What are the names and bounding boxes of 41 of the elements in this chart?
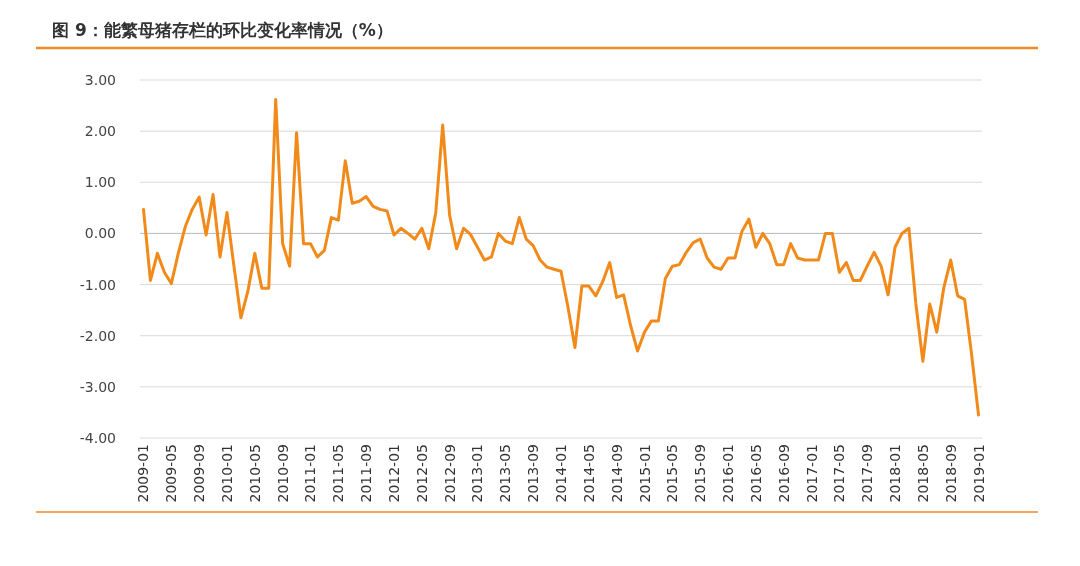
x-tick-label: 2014-01 <box>553 444 569 503</box>
x-tick-label: 2015-09 <box>692 444 709 503</box>
y-tick-label: -2.00 <box>79 327 116 344</box>
x-tick-label: 2016-05 <box>747 444 764 503</box>
chart-title: 图 9：能繁母猪存栏的环比变化率情况（%） <box>52 20 393 40</box>
y-tick-label: 3.00 <box>84 72 116 88</box>
x-tick-label: 2014-05 <box>580 444 597 503</box>
y-tick-label: -4.00 <box>79 430 116 446</box>
x-tick-label: 2017-09 <box>859 444 876 503</box>
x-tick-label: 2011-09 <box>358 444 375 503</box>
y-tick-label: -3.00 <box>79 378 116 395</box>
y-tick-label: 1.00 <box>84 174 116 191</box>
x-tick-label: 2018-09 <box>942 444 959 503</box>
x-tick-label: 2014-09 <box>608 444 625 503</box>
x-tick-label: 2009-09 <box>191 444 208 503</box>
x-tick-label: 2013-09 <box>525 444 542 503</box>
y-tick-label: 2.00 <box>84 123 116 140</box>
x-tick-label: 2013-01 <box>469 444 486 503</box>
y-tick-label: 0.00 <box>84 225 116 242</box>
line-series <box>141 97 981 417</box>
x-tick-label: 2017-01 <box>803 444 820 503</box>
x-tick-label: 2015-01 <box>636 444 653 503</box>
x-tick-label: 2013-05 <box>497 444 514 503</box>
x-tick-label: 2011-05 <box>330 444 347 503</box>
x-tick-label: 2010-09 <box>274 444 291 503</box>
x-tick-label: 2018-05 <box>914 444 931 503</box>
x-tick-label: 2016-01 <box>720 444 737 503</box>
x-tick-label: 2019-01 <box>970 444 987 503</box>
x-tick-label: 2018-01 <box>887 444 904 503</box>
x-tick-label: 2012-01 <box>385 444 402 503</box>
x-tick-label: 2009-05 <box>163 444 180 503</box>
x-tick-label: 2009-01 <box>135 444 152 503</box>
x-tick-label: 2012-05 <box>413 444 430 503</box>
x-tick-label: 2012-09 <box>441 444 458 503</box>
x-tick-label: 2017-05 <box>831 444 848 503</box>
x-tick-label: 2015-05 <box>664 444 681 503</box>
x-tick-label: 2016-09 <box>775 444 792 503</box>
x-tick-label: 2010-01 <box>218 444 235 503</box>
y-tick-label: -1.00 <box>79 276 116 293</box>
x-tick-label: 2010-05 <box>246 444 263 503</box>
x-tick-label: 2011-01 <box>302 444 319 503</box>
